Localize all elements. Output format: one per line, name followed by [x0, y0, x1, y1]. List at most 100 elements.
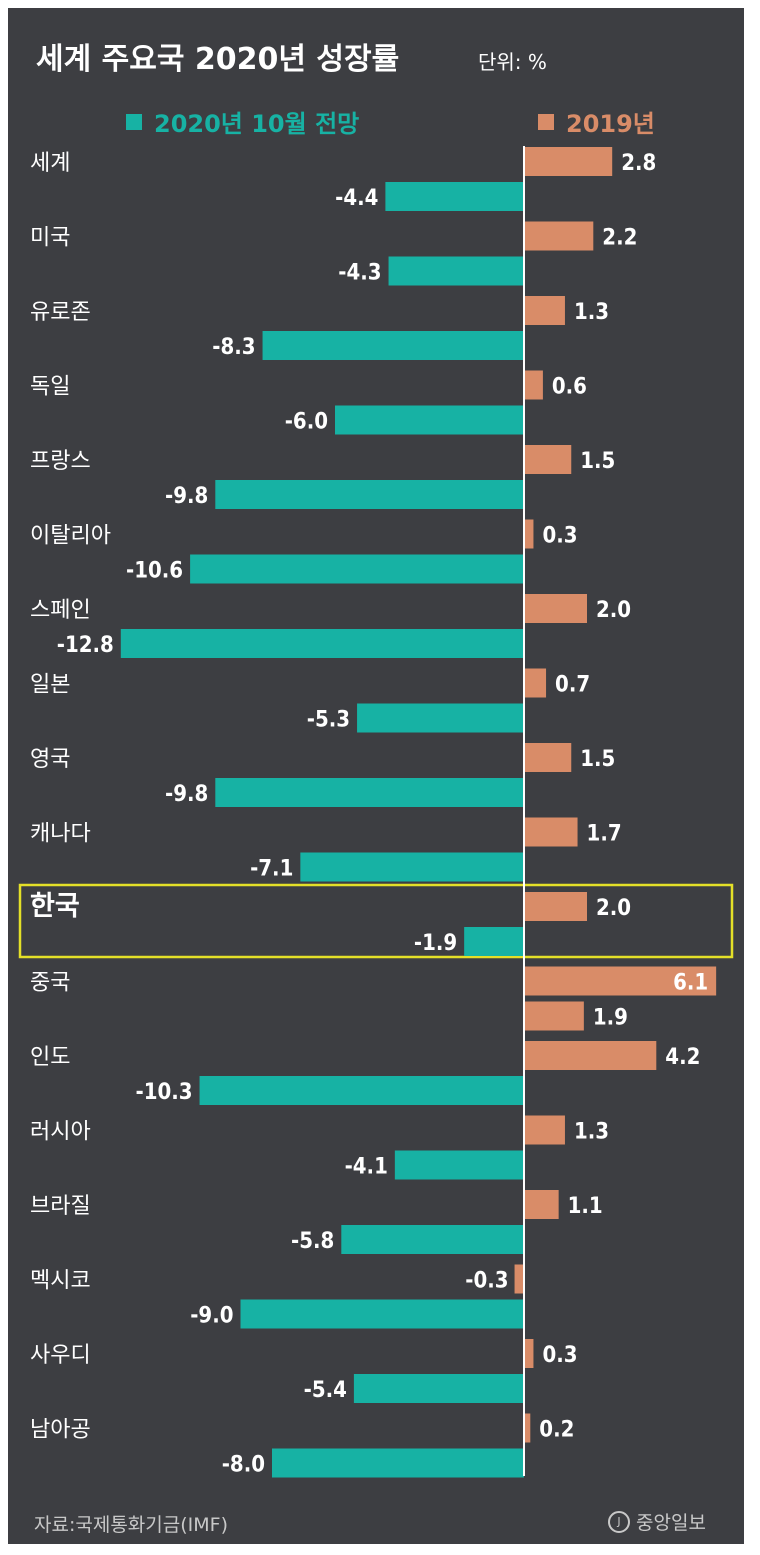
value-label-2019: 1.5 [580, 747, 615, 772]
value-label-2020: 1.9 [593, 1006, 628, 1031]
value-label-2019: 0.3 [542, 1343, 577, 1368]
category-label: 브라질 [30, 1194, 91, 1219]
bar-2020 [524, 1001, 584, 1031]
category-label: 영국 [30, 747, 70, 772]
value-label-2019: 2.0 [596, 896, 631, 921]
bar-2020 [272, 1448, 524, 1478]
value-label-2020: -10.6 [126, 559, 183, 584]
legend-label-2020: 2020년 10월 전망 [154, 110, 360, 138]
bar-2020 [388, 256, 524, 286]
value-label-2019: 1.7 [587, 822, 622, 847]
legend-label-2019: 2019년 [566, 110, 655, 138]
value-label-2019: 1.3 [574, 300, 609, 325]
category-label: 멕시코 [30, 1269, 91, 1294]
bar-2020 [120, 629, 525, 658]
highlight-box [18, 883, 734, 959]
bar-2019 [524, 445, 572, 474]
bar-2020 [262, 331, 524, 360]
bar-2019 [524, 1190, 559, 1219]
bar-2019 [524, 966, 717, 996]
value-label-2020: -9.0 [190, 1304, 233, 1329]
bar-2020 [215, 480, 525, 509]
bar-2019 [524, 594, 587, 623]
value-label-2019: 1.5 [580, 449, 615, 474]
value-label-2020: -10.3 [135, 1080, 192, 1105]
value-label-2020: -7.1 [250, 857, 293, 882]
bar-chart: 세계 2.8 -4.4 미국 2.2 -4.3 유로존 1.3 -8.3 독일 0.6 -6.0 프랑스… [18, 146, 734, 1478]
bar-2020 [240, 1299, 524, 1329]
source-note: 자료:국제통화기금(IMF) [34, 1514, 228, 1536]
value-label-2019: 6.1 [673, 971, 708, 996]
value-label-2019: 1.1 [568, 1194, 603, 1219]
category-label: 인도 [30, 1045, 70, 1070]
category-label: 미국 [30, 226, 70, 251]
bar-2019 [524, 221, 594, 251]
value-label-2020: -12.8 [57, 633, 114, 658]
value-label-2020: -8.0 [222, 1453, 265, 1478]
value-label-2019: 2.2 [602, 226, 637, 251]
bar-2020 [353, 1374, 524, 1403]
category-label: 남아공 [30, 1418, 91, 1443]
category-label: 캐나다 [30, 822, 91, 847]
publisher-name: 중앙일보 [636, 1512, 706, 1534]
value-label-2020: -4.4 [335, 186, 378, 211]
bar-2020 [215, 778, 525, 807]
value-label-2020: -6.0 [285, 410, 328, 435]
value-label-2020: -5.4 [304, 1378, 347, 1403]
legend-item-2019: 2019년 [538, 104, 655, 139]
unit-label: 단위: % [478, 50, 547, 74]
value-label-2020: -5.3 [307, 708, 350, 733]
value-label-2020: -4.1 [345, 1155, 388, 1180]
category-label: 중국 [30, 971, 70, 996]
bar-2020 [300, 852, 524, 882]
value-label-2019: 0.3 [542, 524, 577, 549]
category-label: 세계 [30, 151, 70, 176]
bar-2019 [524, 147, 613, 176]
value-label-2020: -5.8 [291, 1229, 334, 1254]
legend-swatch-2020 [126, 113, 142, 130]
value-label-2020: -4.3 [338, 261, 381, 286]
value-label-2019: 4.2 [665, 1045, 700, 1070]
bar-2019 [524, 370, 543, 400]
value-label-2019: 2.0 [596, 598, 631, 623]
chart-card: 세계 주요국 2020년 성장률 단위: % 2020년 10월 전망 2019… [8, 8, 744, 1544]
bar-2020 [190, 554, 524, 584]
category-label: 유로존 [30, 300, 91, 325]
value-label-2020: -9.8 [165, 782, 208, 807]
category-label: 프랑스 [30, 449, 91, 474]
bar-2019 [524, 668, 547, 698]
bar-2019 [524, 1115, 565, 1145]
chart-title: 세계 주요국 2020년 성장률 [36, 42, 400, 77]
category-label: 일본 [30, 673, 70, 698]
value-label-2019: -0.3 [465, 1269, 508, 1294]
value-label-2019: 0.6 [552, 375, 587, 400]
bar-2019 [524, 892, 587, 921]
value-label-2020: -1.9 [414, 931, 457, 956]
bar-2020 [357, 703, 524, 733]
value-label-2019: 0.2 [539, 1418, 574, 1443]
value-label-2019: 2.8 [621, 151, 656, 176]
category-label: 이탈리아 [30, 524, 111, 549]
publisher-logo: J 중앙일보 [608, 1508, 706, 1535]
bar-2019 [514, 1264, 524, 1294]
logo-mark-icon: J [608, 1510, 630, 1533]
legend-swatch-2019 [538, 113, 554, 130]
category-label: 스페인 [30, 598, 91, 623]
bar-2019 [524, 296, 565, 325]
bar-2020 [464, 927, 524, 956]
bar-2020 [341, 1225, 524, 1254]
bar-2020 [394, 1150, 524, 1180]
value-label-2020: -9.8 [165, 484, 208, 509]
value-label-2019: 0.7 [555, 673, 590, 698]
value-label-2019: 1.3 [574, 1120, 609, 1145]
bar-2019 [524, 1041, 657, 1070]
bar-2019 [524, 743, 572, 772]
bar-2019 [524, 1413, 531, 1443]
category-label: 사우디 [30, 1343, 91, 1368]
category-label: 한국 [30, 891, 80, 922]
bar-2019 [524, 519, 534, 549]
bar-2020 [199, 1076, 525, 1105]
legend-item-2020: 2020년 10월 전망 [126, 104, 359, 139]
bar-2020 [385, 182, 524, 211]
bar-2019 [524, 817, 578, 847]
